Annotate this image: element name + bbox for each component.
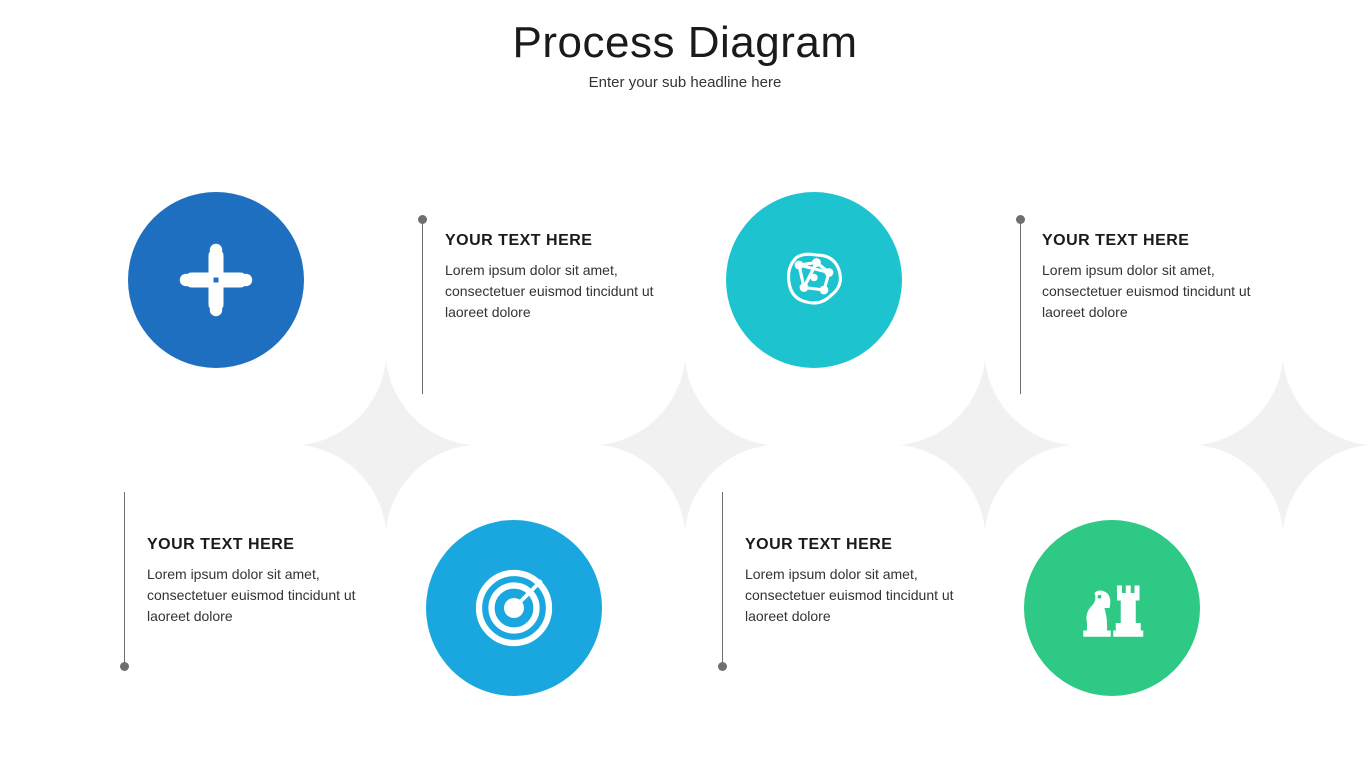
step-1-connector: [422, 219, 423, 394]
step-body: Lorem ipsum dolor sit amet, consectetuer…: [1042, 260, 1292, 323]
step-heading: YOUR TEXT HERE: [1042, 232, 1292, 250]
step-body: Lorem ipsum dolor sit amet, consectetuer…: [147, 564, 397, 627]
step-heading: YOUR TEXT HERE: [445, 232, 695, 250]
step-2-connector: [124, 492, 125, 667]
step-body: Lorem ipsum dolor sit amet, consectetuer…: [745, 564, 995, 627]
brain-network-icon: [774, 240, 854, 320]
step-1-circle: [128, 192, 304, 368]
connector-star-2: [590, 350, 780, 540]
step-4-circle: [1024, 520, 1200, 696]
step-4-connector: [722, 492, 723, 667]
step-2-text: YOUR TEXT HERE Lorem ipsum dolor sit ame…: [147, 536, 397, 627]
chess-strategy-icon: [1072, 568, 1152, 648]
connector-star-4: [1188, 350, 1370, 540]
hands-teamwork-icon: [176, 240, 256, 320]
step-1-text: YOUR TEXT HERE Lorem ipsum dolor sit ame…: [445, 232, 695, 323]
step-3-circle: [726, 192, 902, 368]
step-body: Lorem ipsum dolor sit amet, consectetuer…: [445, 260, 695, 323]
connector-dot: [418, 215, 427, 224]
connector-dot: [1016, 215, 1025, 224]
connector-star-1: [291, 350, 481, 540]
step-4-text: YOUR TEXT HERE Lorem ipsum dolor sit ame…: [745, 536, 995, 627]
step-3-connector: [1020, 219, 1021, 394]
step-2-circle: [426, 520, 602, 696]
step-heading: YOUR TEXT HERE: [147, 536, 397, 554]
step-3-text: YOUR TEXT HERE Lorem ipsum dolor sit ame…: [1042, 232, 1292, 323]
connector-star-3: [890, 350, 1080, 540]
connector-dot: [120, 662, 129, 671]
diagram-canvas: YOUR TEXT HERE Lorem ipsum dolor sit ame…: [0, 0, 1370, 771]
step-heading: YOUR TEXT HERE: [745, 536, 995, 554]
connector-dot: [718, 662, 727, 671]
target-arrow-icon: [474, 568, 554, 648]
